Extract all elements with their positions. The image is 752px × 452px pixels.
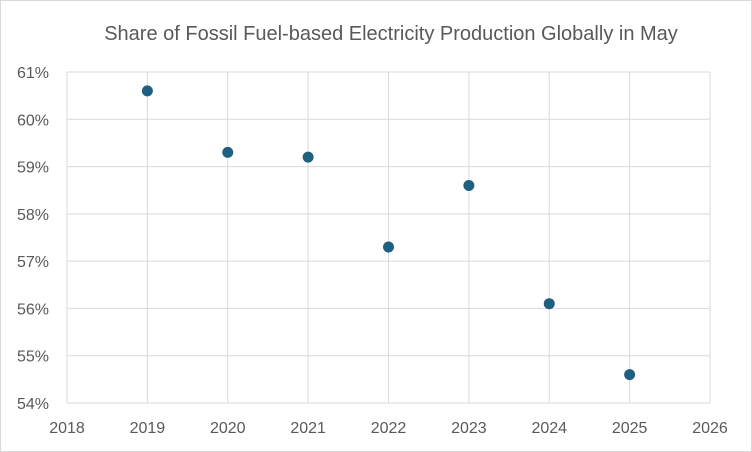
y-tick-label: 56% bbox=[17, 301, 49, 318]
x-tick-label: 2024 bbox=[531, 420, 567, 437]
x-tick-label: 2025 bbox=[612, 420, 648, 437]
x-tick-label: 2018 bbox=[49, 420, 85, 437]
y-tick-label: 57% bbox=[17, 254, 49, 271]
data-point bbox=[302, 151, 314, 163]
y-tick-label: 61% bbox=[17, 65, 49, 82]
data-point bbox=[141, 85, 153, 97]
chart-title: Share of Fossil Fuel-based Electricity P… bbox=[104, 23, 678, 45]
y-tick-label: 59% bbox=[17, 160, 49, 177]
y-tick-label: 58% bbox=[17, 207, 49, 224]
data-point bbox=[463, 179, 475, 191]
x-tick-label: 2020 bbox=[210, 420, 246, 437]
y-tick-label: 55% bbox=[17, 349, 49, 366]
data-point bbox=[222, 146, 234, 158]
data-point bbox=[543, 298, 555, 310]
y-tick-label: 54% bbox=[17, 396, 49, 413]
data-point bbox=[383, 241, 394, 253]
x-tick-label: 2023 bbox=[451, 420, 487, 437]
data-point bbox=[624, 369, 636, 381]
x-tick-label: 2022 bbox=[371, 420, 407, 437]
x-tick-label: 2026 bbox=[692, 420, 728, 437]
y-tick-label: 60% bbox=[17, 112, 49, 129]
x-tick-label: 2019 bbox=[130, 420, 166, 437]
x-tick-label: 2021 bbox=[290, 420, 326, 437]
